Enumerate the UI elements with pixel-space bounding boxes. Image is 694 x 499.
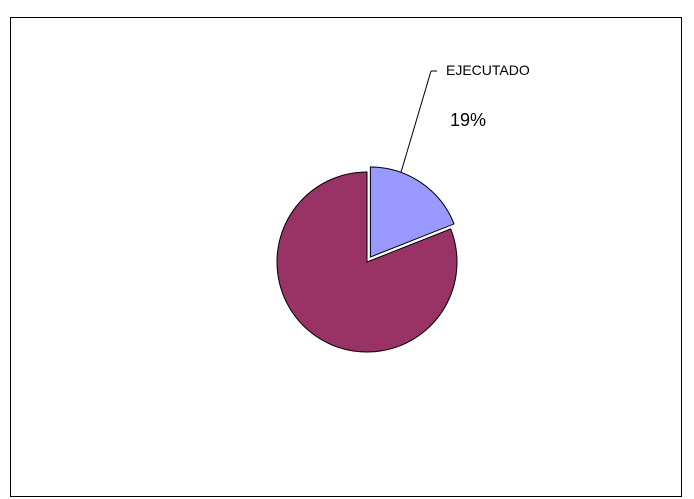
pie-slice-1: [276, 171, 458, 353]
leader-line: [400, 70, 432, 173]
pie-slices: [276, 166, 458, 353]
slice-label-ejecutado: EJECUTADO: [446, 62, 530, 78]
pie-slice-ejecutado: [369, 166, 455, 258]
slice-percent-ejecutado: 19%: [450, 110, 486, 130]
